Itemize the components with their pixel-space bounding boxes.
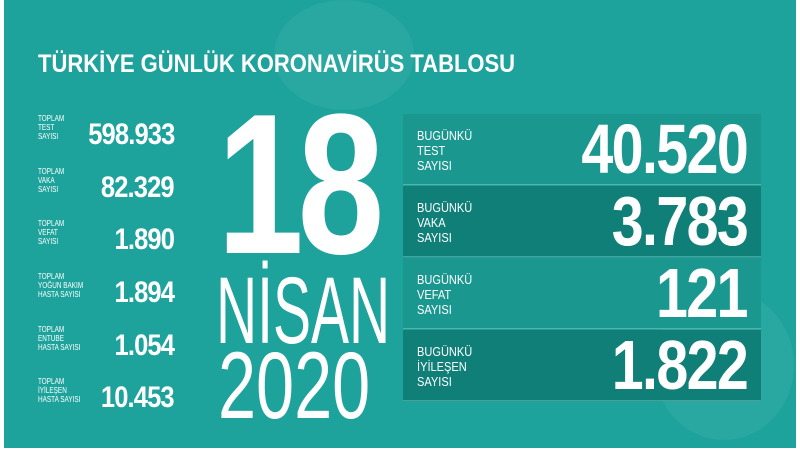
label-line: HASTA SAYISI — [38, 343, 81, 352]
label-line: SAYISI — [417, 374, 452, 389]
label-line: TOPLAM — [38, 272, 65, 281]
today-box: BUGÜNKÜ TEST SAYISI 40.520 — [403, 110, 761, 188]
total-row: TOPLAM VAKA SAYISI 82.329 — [38, 167, 175, 211]
label-line: SAYISI — [38, 132, 59, 141]
today-value: 40.520 — [581, 110, 748, 188]
total-value: 1.054 — [114, 329, 174, 362]
total-label: TOPLAM TEST SAYISI — [38, 114, 64, 141]
label-line: YOĞUN BAKIM — [38, 281, 84, 290]
label-line: SAYISI — [38, 237, 59, 246]
label-line: BUGÜNKÜ — [417, 344, 473, 359]
today-box: BUGÜNKÜ VAKA SAYISI 3.783 — [403, 182, 761, 260]
label-line: SAYISI — [417, 158, 452, 173]
total-row: TOPLAM İYİLEŞEN HASTA SAYISI 10.453 — [38, 377, 175, 421]
label-line: İYİLEŞEN — [417, 359, 467, 374]
label-line: VAKA — [38, 176, 55, 185]
date-day: 18 — [217, 73, 384, 296]
label-line: İYİLEŞEN — [38, 386, 67, 395]
total-label: TOPLAM YOĞUN BAKIM HASTA SAYISI — [38, 272, 83, 299]
label-line: HASTA SAYISI — [38, 290, 81, 299]
label-line: TOPLAM — [38, 167, 65, 176]
label-line: ENTUBE — [38, 334, 64, 343]
today-box: BUGÜNKÜ İYİLEŞEN SAYISI 1.822 — [403, 326, 761, 404]
date-month: NİSAN — [216, 258, 391, 364]
today-label: BUGÜNKÜ İYİLEŞEN SAYISI — [417, 344, 472, 389]
label-line: TEST — [417, 143, 446, 158]
total-label: TOPLAM ENTUBE HASTA SAYISI — [38, 325, 80, 352]
today-value: 3.783 — [611, 182, 749, 260]
total-label: TOPLAM İYİLEŞEN HASTA SAYISI — [38, 377, 80, 404]
total-row: TOPLAM ENTUBE HASTA SAYISI 1.054 — [38, 325, 175, 369]
label-line: SAYISI — [38, 185, 59, 194]
today-value: 1.822 — [611, 326, 749, 404]
label-line: TEST — [38, 123, 55, 132]
label-line: SAYISI — [417, 302, 452, 317]
total-row: TOPLAM YOĞUN BAKIM HASTA SAYISI 1.894 — [38, 272, 175, 316]
label-line: TOPLAM — [38, 377, 65, 386]
today-label: BUGÜNKÜ TEST SAYISI — [417, 128, 472, 173]
page-title: TÜRKİYE GÜNLÜK KORONAVİRÜS TABLOSU — [38, 50, 516, 78]
virus-watermark — [274, 0, 414, 110]
date-year: 2020 — [218, 333, 371, 439]
total-value: 82.329 — [101, 171, 175, 204]
label-line: TOPLAM — [38, 114, 65, 123]
label-line: SAYISI — [417, 230, 452, 245]
today-label: BUGÜNKÜ VAKA SAYISI — [417, 200, 472, 245]
label-line: TOPLAM — [38, 219, 65, 228]
label-line: BUGÜNKÜ — [417, 128, 473, 143]
total-value: 1.894 — [114, 276, 174, 309]
total-row: TOPLAM TEST SAYISI 598.933 — [38, 114, 175, 158]
label-line: BUGÜNKÜ — [417, 200, 473, 215]
infographic-card: TÜRKİYE GÜNLÜK KORONAVİRÜS TABLOSU TOPLA… — [4, 0, 796, 448]
total-label: TOPLAM VAKA SAYISI — [38, 167, 64, 194]
label-line: TOPLAM — [38, 325, 65, 334]
label-line: BUGÜNKÜ — [417, 272, 473, 287]
label-line: VEFAT — [38, 228, 58, 237]
today-value: 121 — [656, 254, 748, 332]
today-label: BUGÜNKÜ VEFAT SAYISI — [417, 272, 472, 317]
label-line: VAKA — [417, 215, 446, 230]
today-box: BUGÜNKÜ VEFAT SAYISI 121 — [403, 254, 761, 332]
total-value: 598.933 — [87, 118, 175, 151]
label-line: VEFAT — [417, 287, 452, 302]
total-value: 1.890 — [114, 223, 174, 256]
total-row: TOPLAM VEFAT SAYISI 1.890 — [38, 219, 175, 263]
total-label: TOPLAM VEFAT SAYISI — [38, 219, 64, 246]
total-value: 10.453 — [101, 381, 175, 414]
label-line: HASTA SAYISI — [38, 395, 81, 404]
